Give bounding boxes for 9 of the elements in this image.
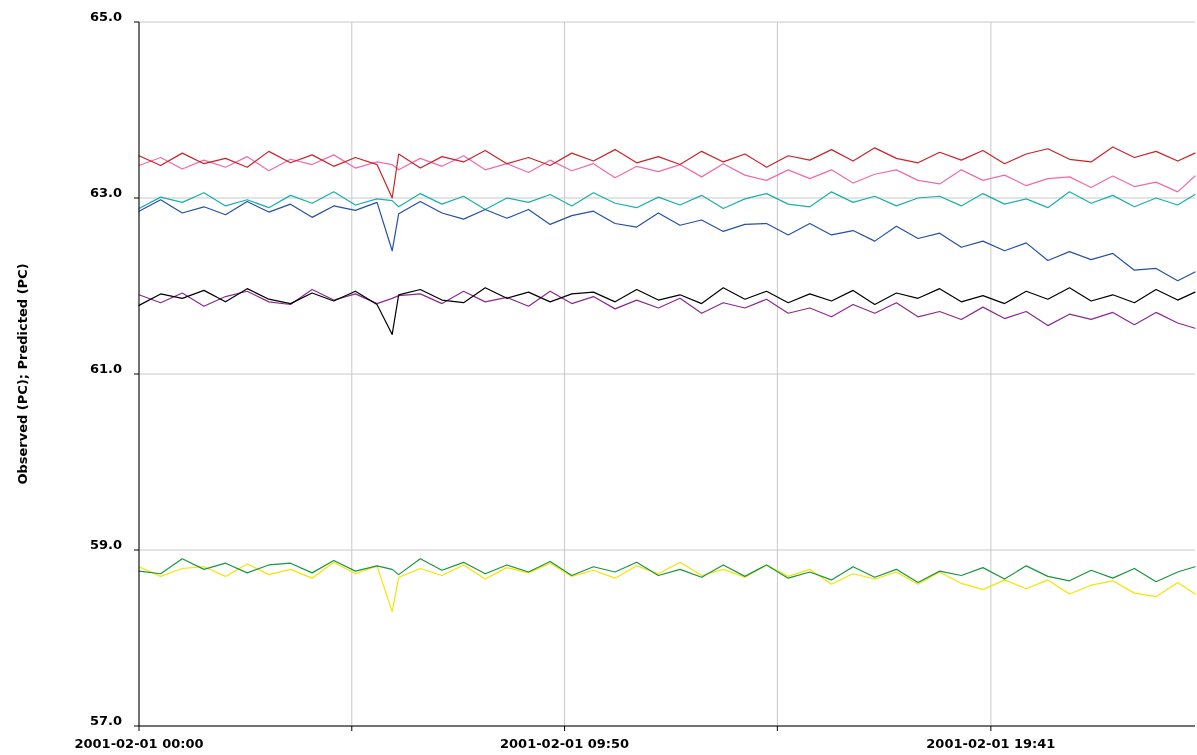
y-tick-label: 61.0 <box>89 360 122 376</box>
x-tick-label: 2001-02-01 09:50 <box>500 736 630 751</box>
x-tick-label: 2001-02-01 00:00 <box>74 736 204 751</box>
y-axis-title: Observed (PC); Predicted (PC) <box>15 263 30 485</box>
y-tick-label: 57.0 <box>89 712 122 728</box>
y-tick-label: 63.0 <box>89 184 122 200</box>
x-tick-label: 2001-02-01 19:41 <box>926 736 1056 751</box>
y-tick-label: 65.0 <box>89 8 122 24</box>
y-tick-label: 59.0 <box>89 536 122 552</box>
